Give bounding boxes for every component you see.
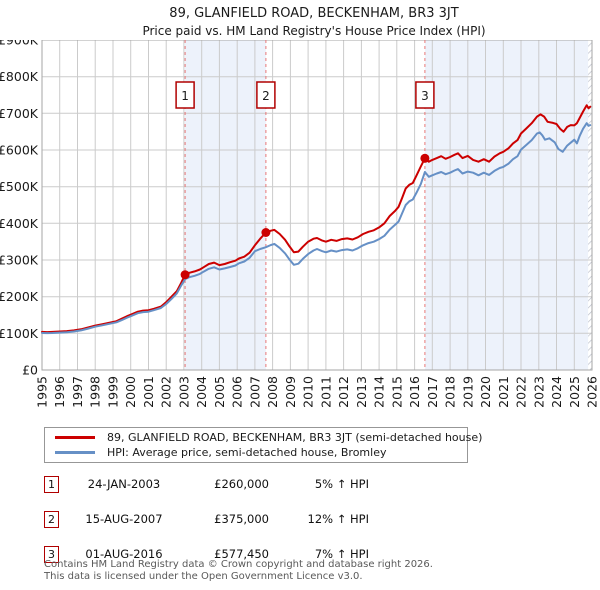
x-axis-tick-label: 2009 [283,376,298,408]
sale-marker-flag[interactable] [256,81,276,109]
x-axis-tick-label: 2001 [141,376,156,408]
y-axis-tick-label: £900K [0,40,39,48]
legend-item-hpi: HPI: Average price, semi-detached house,… [49,445,463,460]
table-row: 3 01-AUG-2016 £577,450 7% ↑ HPI [44,546,384,566]
sale-marker-number: 2 [262,89,270,103]
sale-point-dot [420,153,430,163]
sale-marker-flag[interactable] [175,81,195,109]
x-axis-tick-label: 2023 [531,376,546,408]
shaded-ownership-band [424,40,592,370]
y-axis-tick-label: £200K [0,289,39,304]
price-history-chart[interactable]: 1 2 3 £900K £800K £700K £600K £500K £400K £300K £2… [0,40,600,425]
sale-marker-flag[interactable] [415,81,435,109]
sale-number-badge: 2 [44,511,59,528]
x-axis-tick-label: 2016 [407,376,422,408]
y-axis-tick-label: £500K [0,179,39,194]
y-axis-tick-label: £800K [0,69,39,84]
price-paid-line [41,104,592,334]
x-axis-tick-label: 2002 [159,376,174,408]
x-axis-tick-label: 1999 [106,376,121,408]
x-axis-tick-label: 2006 [230,376,245,408]
legend-item-price-paid: 89, GLANFIELD ROAD, BECKENHAM, BR3 3JT (… [49,430,482,445]
sale-number-badge: 1 [44,476,59,493]
x-axis-tick-label: 2007 [247,376,262,408]
x-axis-tick-label: 2015 [389,376,404,408]
x-axis-tick-label: 2000 [123,376,138,408]
legend-label: HPI: Average price, semi-detached house,… [107,446,387,459]
license-footer: Contains HM Land Registry data © Crown c… [44,559,433,582]
sale-hpi-delta: 5% ↑ HPI [314,477,369,491]
x-axis-tick-label: 2018 [443,376,458,408]
x-axis-tick-label: 1996 [52,376,67,408]
legend-label: 89, GLANFIELD ROAD, BECKENHAM, BR3 3JT (… [107,431,483,444]
sale-price: £577,450 [214,547,269,561]
x-axis-tick-label: 1998 [88,376,103,408]
sale-date: 24-JAN-2003 [87,477,161,491]
price-paid-line-swatch [55,436,95,439]
sale-point-dot [180,270,190,280]
page-subtitle: Price paid vs. HM Land Registry's House … [142,24,486,38]
y-axis-tick-label: £0 [22,363,38,378]
sale-price: £375,000 [214,512,269,526]
y-axis-tick-label: £700K [0,106,39,121]
sale-point-dot [261,228,271,237]
y-axis-tick-label: £100K [0,326,39,341]
future-hatch-band [588,40,592,370]
x-axis-tick-label: 2012 [336,376,351,408]
sale-number-badge: 3 [44,546,59,563]
sale-price: £260,000 [214,477,269,491]
x-axis-tick-label: 2011 [318,376,333,408]
chart-titles: 89, GLANFIELD ROAD, BECKENHAM, BR3 3JT P… [30,4,598,40]
chart-legend: 89, GLANFIELD ROAD, BECKENHAM, BR3 3JT (… [44,427,482,463]
sale-date: 01-AUG-2016 [85,547,163,561]
y-axis-tick-label: £600K [0,143,39,158]
x-axis-tick-label: 2014 [372,376,387,408]
sale-marker-number: 1 [181,89,189,103]
hpi-line [41,122,592,335]
plot-border [41,40,593,371]
x-axis-tick-label: 1997 [70,376,85,408]
transactions-table: 1 24-JAN-2003 £260,000 5% ↑ HPI 2 15-AUG… [44,476,384,566]
x-axis-tick-label: 2017 [425,376,440,408]
hpi-line-swatch [55,451,95,454]
x-axis-tick-label: 2026 [585,376,600,408]
table-row: 2 15-AUG-2007 £375,000 12% ↑ HPI [44,511,384,531]
x-axis-tick-label: 2025 [567,376,582,408]
x-axis-tick-label: 2019 [460,376,475,408]
sale-marker-number: 3 [421,89,429,103]
x-axis-tick-label: 2004 [194,376,209,408]
sale-date: 15-AUG-2007 [85,512,163,526]
x-axis-tick-label: 2022 [514,376,529,408]
page-title: 89, GLANFIELD ROAD, BECKENHAM, BR3 3JT [169,6,459,21]
sale-hpi-delta: 12% ↑ HPI [307,512,369,526]
x-axis-tick-label: 2010 [301,376,316,408]
x-axis-tick-label: 2020 [478,376,493,408]
table-row: 1 24-JAN-2003 £260,000 5% ↑ HPI [44,476,384,496]
footer-line-1: Contains HM Land Registry data © Crown c… [44,559,433,570]
x-axis-tick-label: 2021 [496,376,511,408]
x-axis-tick-label: 2008 [265,376,280,408]
x-axis-tick-label: 2013 [354,376,369,408]
x-axis-tick-label: 2024 [549,376,564,408]
x-axis-tick-label: 1995 [35,376,50,408]
x-axis-tick-label: 2003 [176,376,191,408]
x-axis-tick-label: 2005 [212,376,227,408]
shaded-ownership-band [185,40,266,370]
y-axis-tick-label: £400K [0,216,39,231]
sale-hpi-delta: 7% ↑ HPI [314,547,369,561]
footer-line-2: This data is licensed under the Open Gov… [44,570,363,582]
y-axis-tick-label: £300K [0,253,39,268]
